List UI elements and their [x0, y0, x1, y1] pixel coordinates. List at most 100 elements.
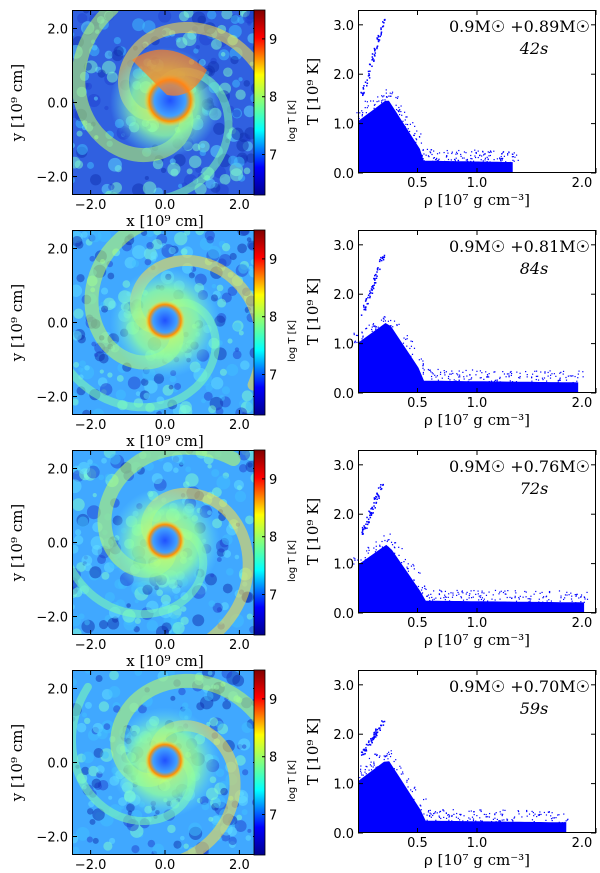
scatter-x-tick: 2.0 — [572, 616, 593, 631]
scatter-point — [496, 158, 499, 160]
scatter-point — [480, 595, 482, 597]
scatter-point — [368, 77, 371, 79]
map-y-tick: 2.0 — [47, 23, 68, 38]
scatter-point — [422, 373, 424, 375]
scatter-point — [452, 372, 454, 375]
scatter-point — [375, 273, 377, 276]
scatter-point — [472, 819, 475, 822]
scatter-point — [466, 591, 468, 594]
map-x-tick: 0.0 — [155, 418, 176, 433]
scatter-point — [478, 595, 480, 597]
scatter-point — [387, 320, 389, 322]
scatter-point — [511, 156, 514, 158]
scatter-point — [549, 374, 552, 376]
scatter-point — [367, 302, 369, 305]
scatter-point — [434, 812, 436, 814]
scatter-point — [470, 377, 473, 379]
scatter-point — [413, 798, 415, 801]
scatter-point — [537, 379, 540, 381]
scatter-point — [420, 142, 423, 144]
scatter-point — [465, 821, 467, 823]
scatter-point — [406, 781, 408, 783]
scatter-point — [461, 590, 463, 592]
scatter-point — [441, 591, 443, 593]
scatter-point — [458, 149, 460, 152]
scatter-point — [502, 371, 504, 373]
scatter-point — [365, 299, 367, 301]
scatter-point — [492, 594, 494, 596]
scatter-point — [375, 549, 377, 551]
scatter-point — [356, 341, 358, 344]
scatter-point — [373, 104, 376, 106]
scatter-point — [465, 159, 467, 161]
colorbar-tick: 9 — [269, 33, 277, 48]
scatter-point — [429, 151, 431, 153]
scatter-point — [423, 813, 425, 815]
scatter-point — [494, 599, 496, 601]
scatter-point — [533, 821, 535, 823]
scatter-point — [502, 157, 504, 160]
scatter-point — [368, 769, 370, 771]
scatter-point — [513, 817, 515, 819]
scatter-point — [459, 814, 462, 816]
scatter-point — [428, 597, 431, 599]
scatter-point — [470, 810, 472, 812]
scatter-point — [391, 768, 393, 770]
scatter-point — [358, 117, 360, 120]
scatter-point — [407, 128, 409, 130]
scatter-point — [483, 153, 486, 155]
scatter-point — [366, 766, 368, 768]
scatter-x-label: ρ [10⁷ g cm⁻³] — [424, 411, 530, 429]
scatter-point — [392, 326, 394, 328]
scatter-point — [374, 274, 376, 277]
scatter-point — [393, 320, 396, 322]
scatter-point — [411, 340, 414, 343]
scatter-point — [400, 105, 402, 107]
scatter-point — [559, 379, 561, 381]
scatter-point — [422, 364, 424, 366]
scatter-point — [369, 511, 371, 513]
scatter-point — [488, 812, 491, 815]
scatter-point — [566, 594, 568, 596]
scatter-point — [564, 821, 566, 824]
scatter-point — [561, 822, 564, 824]
scatter-point — [361, 528, 364, 531]
scatter-point — [452, 592, 454, 594]
scatter-point — [509, 596, 511, 599]
scatter-point — [518, 377, 520, 379]
time-label: 72s — [520, 479, 549, 498]
scatter-point — [371, 56, 374, 58]
scatter-point — [369, 514, 371, 517]
map-y-tick: 2.0 — [47, 463, 68, 478]
scatter-point — [368, 757, 371, 760]
scatter-point — [402, 783, 405, 786]
scatter-point — [473, 813, 475, 816]
scatter-y-tick: 0.0 — [333, 607, 354, 622]
scatter-point — [366, 516, 368, 519]
scatter-point — [480, 810, 482, 813]
scatter-point — [427, 811, 430, 813]
scatter-point — [459, 374, 461, 376]
scatter-point — [433, 157, 436, 159]
scatter-point — [419, 572, 421, 574]
scatter-point — [535, 375, 538, 377]
scatter-point — [383, 254, 386, 257]
colorbar-label: log T [K] — [287, 320, 298, 362]
scatter-point — [511, 819, 513, 821]
scatter-point — [559, 600, 561, 602]
scatter-point — [440, 597, 442, 599]
map-y-tick: −2.0 — [36, 391, 68, 406]
scatter-point — [481, 820, 483, 822]
scatter-point — [372, 286, 374, 288]
scatter-x-tick: 0.5 — [407, 176, 428, 191]
scatter-point — [481, 590, 483, 592]
scatter-point — [366, 101, 368, 103]
scatter-point — [501, 159, 504, 161]
scatter-point — [481, 155, 483, 157]
scatter-point — [431, 378, 433, 380]
map-x-tick: −2.0 — [75, 638, 107, 653]
scatter-point — [383, 755, 385, 757]
scatter-point — [401, 114, 403, 116]
scatter-point — [428, 369, 430, 371]
map-x-tick: 0.0 — [155, 198, 176, 213]
